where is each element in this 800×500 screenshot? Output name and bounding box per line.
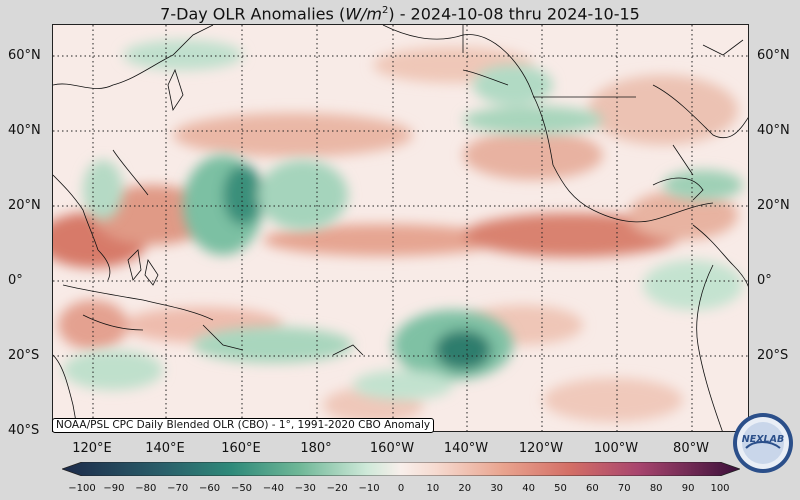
colorbar-tick-label: 80: [649, 483, 663, 494]
lon-label-120w: 120°W: [518, 441, 564, 456]
colorbar-tick-label: −70: [167, 483, 189, 494]
positive-anomaly-regions: [53, 47, 738, 423]
colorbar-tick-label: −20: [326, 483, 348, 494]
lon-label-80w: 80°W: [673, 441, 709, 456]
olr-anomaly-map: [52, 24, 749, 432]
lon-label-140e: 140°E: [145, 441, 185, 456]
lat-label-right-20n: 20°N: [757, 198, 790, 213]
data-source-credit: NOAA/PSL CPC Daily Blended OLR (CBO) - 1…: [52, 418, 435, 433]
colorbar-tick-label: −80: [135, 483, 157, 494]
colorbar-tick-label: −50: [230, 483, 253, 494]
lon-label-120e: 120°E: [72, 441, 112, 456]
colorbar-tick-label: −30: [294, 483, 316, 494]
colorbar-tick-label: 100: [710, 483, 730, 494]
lat-label-left-40n: 40°N: [8, 123, 41, 138]
colorbar-tick-label: −10: [358, 483, 380, 494]
lon-label-100w: 100°W: [593, 441, 639, 456]
colorbar-tick-label: 90: [681, 483, 695, 494]
colorbar-tick-label: −90: [103, 483, 125, 494]
coastlines: [53, 25, 748, 431]
lon-label-160w: 160°W: [369, 441, 415, 456]
colorbar-tick-label: 50: [554, 483, 567, 494]
colorbar-tick-label: −40: [262, 483, 284, 494]
colorbar-tick-label: 60: [586, 483, 599, 494]
lon-label-160e: 160°E: [221, 441, 261, 456]
graticule: [53, 25, 748, 431]
nexlab-logo: NEXLAB: [733, 413, 793, 473]
title-prefix: 7-Day OLR Anomalies (: [160, 4, 346, 24]
colorbar-tick-label: 30: [490, 483, 504, 494]
title-unit-exponent: 2: [381, 5, 389, 16]
colorbar-tick-label: 10: [426, 483, 440, 494]
colorbar-tick-label: −60: [199, 483, 221, 494]
lat-label-right-equator: 0°: [757, 273, 772, 288]
lat-label-left-40s: 40°S: [8, 423, 40, 438]
colorbar: [62, 462, 740, 476]
lat-label-left-60n: 60°N: [8, 48, 41, 63]
negative-anomaly-regions: [63, 40, 743, 400]
lon-label-180: 180°: [300, 441, 332, 456]
lat-label-right-40n: 40°N: [757, 123, 790, 138]
logo-text: NEXLAB: [742, 434, 784, 445]
colorbar-tick-label: 0: [397, 483, 405, 494]
lat-label-left-20s: 20°S: [8, 348, 40, 363]
lat-label-right-60n: 60°N: [757, 48, 790, 63]
map-canvas: [53, 25, 748, 431]
colorbar-gradient: [62, 462, 740, 476]
colorbar-tick-label: 20: [458, 483, 472, 494]
lat-label-left-20n: 20°N: [8, 198, 41, 213]
title-suffix: ) - 2024-10-08 thru 2024-10-15: [388, 4, 640, 24]
title-unit: W/m: [345, 4, 382, 24]
lon-label-140w: 140°W: [443, 441, 489, 456]
lat-label-right-20s: 20°S: [757, 348, 789, 363]
map-title: 7-Day OLR Anomalies (W/m2) - 2024-10-08 …: [0, 0, 800, 24]
lat-label-left-equator: 0°: [8, 273, 23, 288]
colorbar-tick-label: 70: [617, 483, 631, 494]
colorbar-tick-label: 40: [522, 483, 535, 494]
colorbar-tick-label: −100: [68, 483, 96, 494]
